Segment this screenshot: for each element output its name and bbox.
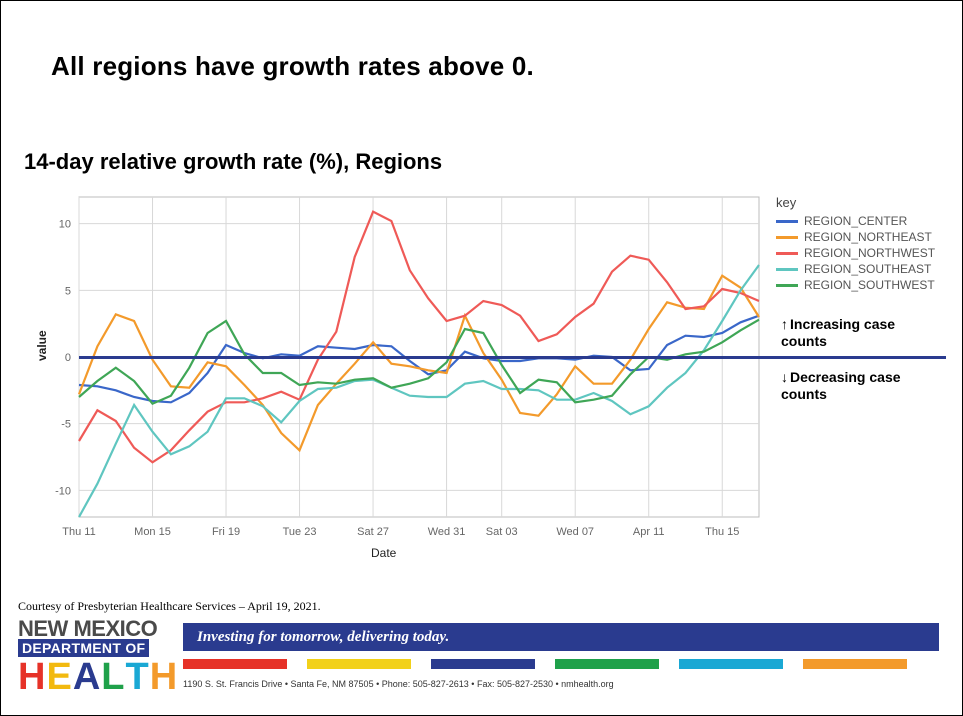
- address-line: 1190 S. St. Francis Drive • Santa Fe, NM…: [183, 679, 614, 689]
- svg-text:Sat 27: Sat 27: [357, 526, 389, 538]
- legend-label: REGION_NORTHEAST: [804, 230, 932, 244]
- color-strip: [555, 659, 659, 669]
- tagline-bar: Investing for tomorrow, delivering today…: [183, 623, 939, 651]
- org-name-line3: HEALTH: [18, 658, 173, 696]
- svg-text:Thu 11: Thu 11: [62, 526, 95, 538]
- line-chart: -10 -5 0 5 10 Thu 11 Mon 15 Fri 19 Tue 23 Sat 27 W…: [31, 187, 771, 557]
- svg-text:Apr 11: Apr 11: [633, 526, 665, 538]
- svg-text:10: 10: [59, 219, 71, 231]
- annotation-decreasing: ↓Decreasing case counts: [781, 369, 931, 403]
- legend: key REGION_CENTER REGION_NORTHEAST REGION_…: [776, 195, 935, 294]
- color-strips: [183, 659, 907, 669]
- legend-label: REGION_SOUTHEAST: [804, 262, 931, 276]
- color-strip: [679, 659, 783, 669]
- legend-item: REGION_SOUTHWEST: [776, 278, 935, 292]
- arrow-up-icon: ↑: [781, 316, 788, 332]
- legend-swatch: [776, 268, 798, 271]
- annotation-increasing: ↑Increasing case counts: [781, 316, 931, 350]
- svg-text:-5: -5: [61, 419, 71, 431]
- x-axis-label: Date: [371, 546, 396, 560]
- svg-text:0: 0: [65, 352, 71, 364]
- org-name-line2: DEPARTMENT OF: [18, 639, 149, 657]
- page: All regions have growth rates above 0. 1…: [0, 0, 963, 716]
- legend-item: REGION_NORTHWEST: [776, 246, 935, 260]
- legend-swatch: [776, 252, 798, 255]
- page-heading: All regions have growth rates above 0.: [51, 51, 534, 82]
- org-name-line1: NEW MEXICO: [18, 619, 173, 639]
- color-strip: [183, 659, 287, 669]
- svg-text:Mon 15: Mon 15: [134, 526, 171, 538]
- legend-item: REGION_NORTHEAST: [776, 230, 935, 244]
- legend-item: REGION_SOUTHEAST: [776, 262, 935, 276]
- color-strip: [431, 659, 535, 669]
- color-strip: [307, 659, 411, 669]
- legend-item: REGION_CENTER: [776, 214, 935, 228]
- svg-text:Fri 19: Fri 19: [212, 526, 240, 538]
- org-logo: NEW MEXICO DEPARTMENT OF HEALTH: [18, 619, 173, 696]
- svg-text:-10: -10: [55, 485, 71, 497]
- chart-container: -10 -5 0 5 10 Thu 11 Mon 15 Fri 19 Tue 23 Sat 27 W…: [31, 187, 771, 557]
- svg-text:5: 5: [65, 285, 71, 297]
- chart-subtitle: 14-day relative growth rate (%), Regions: [24, 149, 442, 175]
- svg-text:Thu 15: Thu 15: [705, 526, 739, 538]
- svg-text:Tue 23: Tue 23: [283, 526, 317, 538]
- arrow-down-icon: ↓: [781, 369, 788, 385]
- legend-swatch: [776, 236, 798, 239]
- legend-swatch: [776, 220, 798, 223]
- legend-label: REGION_NORTHWEST: [804, 246, 935, 260]
- svg-text:Wed 07: Wed 07: [556, 526, 594, 538]
- zero-reference-line: [79, 356, 946, 359]
- legend-swatch: [776, 284, 798, 287]
- tagline-text: Investing for tomorrow, delivering today…: [197, 629, 449, 646]
- courtesy-line: Courtesy of Presbyterian Healthcare Serv…: [18, 599, 321, 614]
- legend-label: REGION_SOUTHWEST: [804, 278, 935, 292]
- legend-title: key: [776, 195, 935, 210]
- legend-label: REGION_CENTER: [804, 214, 907, 228]
- footer: NEW MEXICO DEPARTMENT OF HEALTH Investin…: [18, 619, 952, 709]
- y-axis-label: value: [35, 330, 49, 361]
- color-strip: [803, 659, 907, 669]
- svg-text:Wed 31: Wed 31: [428, 526, 466, 538]
- svg-text:Sat 03: Sat 03: [486, 526, 518, 538]
